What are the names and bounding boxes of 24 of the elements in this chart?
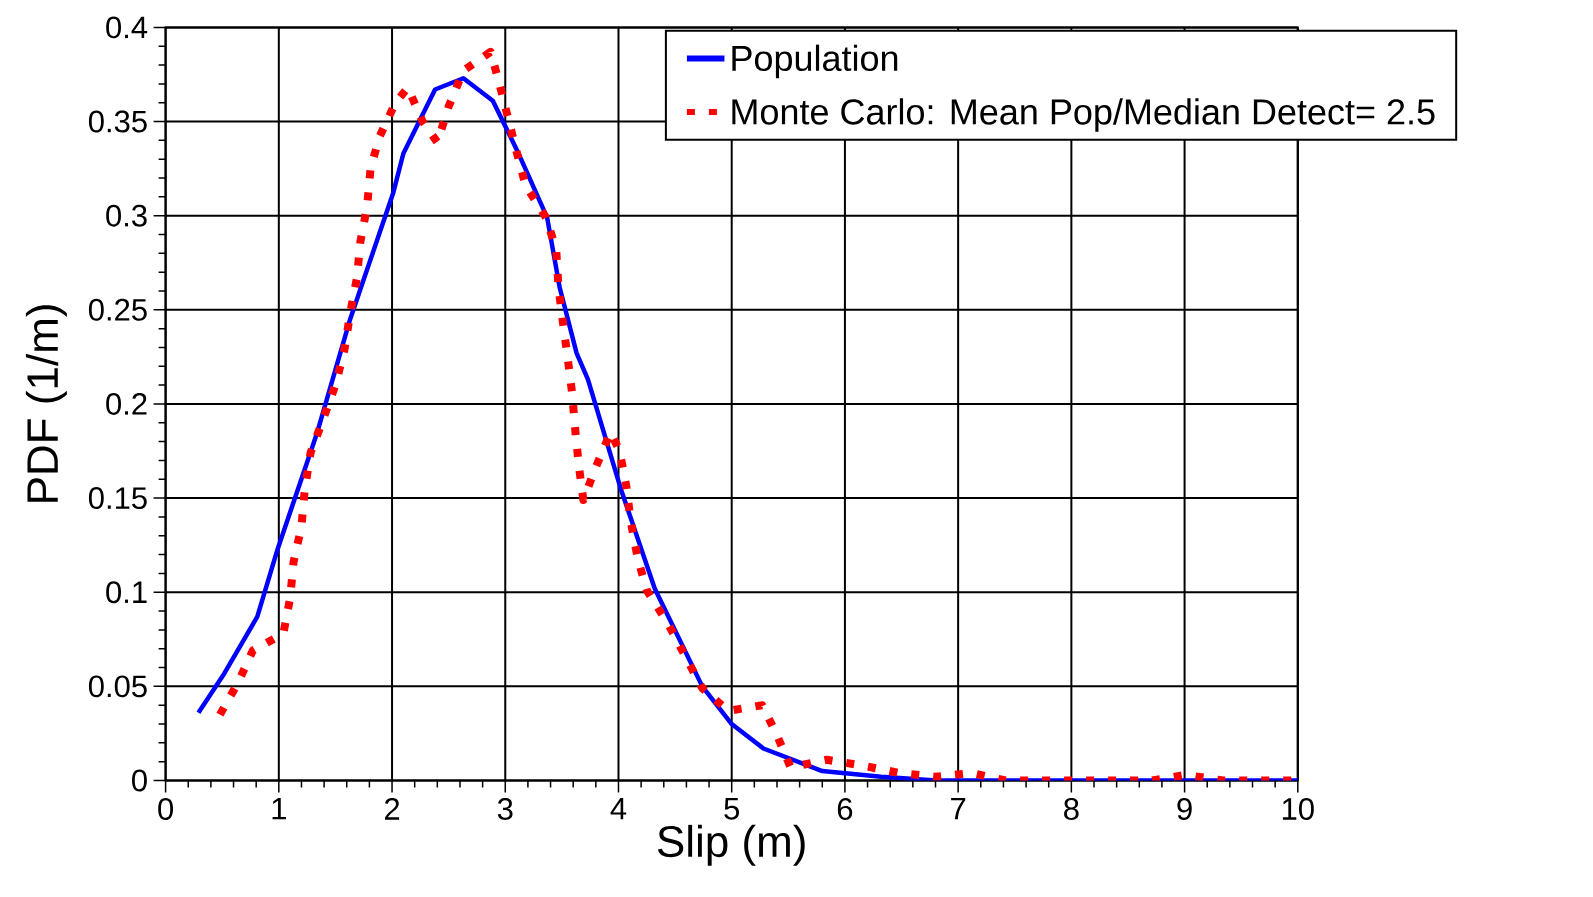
x-tick-label: 5 <box>724 798 740 820</box>
x-tick-label: 7 <box>951 798 966 820</box>
y-tick-label: 0.35 <box>88 110 147 133</box>
y-tick-label: 0.1 <box>106 581 147 604</box>
legend-label: Monte Carlo: Mean Pop/Median Detect= 2.5 <box>732 98 1435 132</box>
y-axis-title: PDF (1/m) <box>25 305 67 502</box>
y-tick-label: 0 <box>132 769 147 792</box>
y-tick-label: 0.25 <box>88 298 147 321</box>
y-tick-label: 0.05 <box>88 675 147 698</box>
x-tick-label: 2 <box>384 798 400 820</box>
y-tick-label: 0.2 <box>106 392 147 415</box>
y-tick-label: 0.4 <box>106 16 148 39</box>
x-tick-label: 4 <box>610 798 627 820</box>
x-tick-label: 3 <box>497 798 513 820</box>
x-tick-label: 10 <box>1282 798 1314 820</box>
legend-label: Population <box>732 44 898 79</box>
x-tick-label: 6 <box>837 798 853 820</box>
x-tick-label: 9 <box>1177 798 1192 820</box>
y-tick-label: 0.15 <box>88 487 147 510</box>
x-axis-title: Slip (m) <box>657 824 805 866</box>
y-tick-label: 0.3 <box>106 204 147 227</box>
x-tick-label: 1 <box>272 798 286 820</box>
x-tick-label: 8 <box>1064 798 1079 820</box>
x-tick-label: 0 <box>158 798 174 820</box>
